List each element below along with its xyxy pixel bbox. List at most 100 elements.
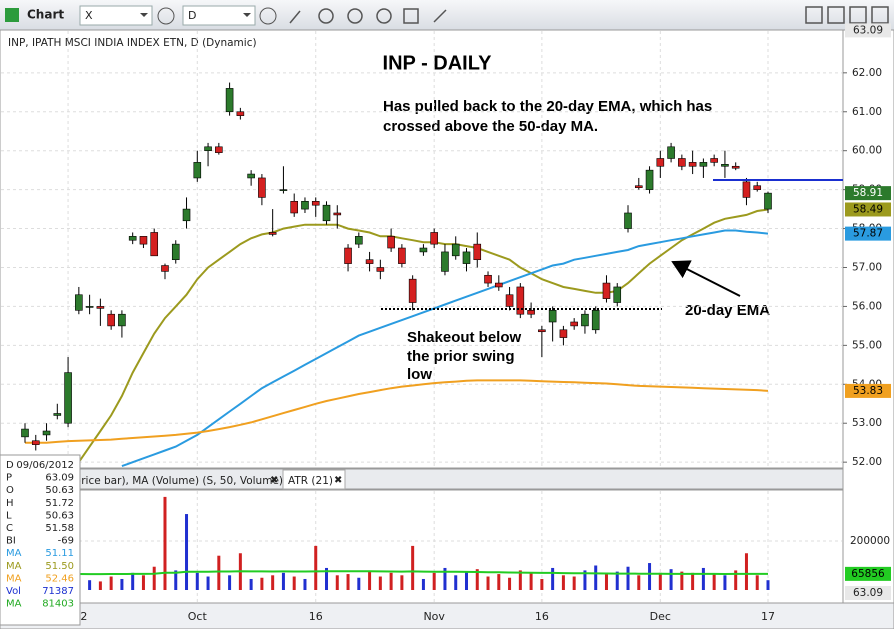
candle-body xyxy=(516,286,525,315)
candle-body xyxy=(699,162,708,167)
moving-average xyxy=(121,229,769,468)
candle-body xyxy=(365,259,374,264)
candle-body xyxy=(344,247,352,264)
y-tick-label: 61.00 xyxy=(852,106,882,118)
tab-close[interactable]: ✖ xyxy=(334,475,342,486)
date-label: 16 xyxy=(309,610,323,623)
time-button[interactable] xyxy=(259,7,277,25)
symbol-text: X xyxy=(85,9,93,22)
candle-body xyxy=(559,329,568,338)
candle-body xyxy=(591,310,600,331)
volume-bar xyxy=(217,555,221,590)
candle-body xyxy=(656,158,665,167)
draw-tool[interactable] xyxy=(289,10,301,24)
value-tag-label: 57.87 xyxy=(853,228,883,240)
volume-bar xyxy=(497,574,501,590)
volume-bar xyxy=(594,565,598,590)
dropdown-arrow[interactable] xyxy=(243,13,251,17)
candle-body xyxy=(408,278,417,303)
volume-pane xyxy=(0,489,844,604)
shakeout-line: low xyxy=(407,366,432,383)
note-tool[interactable] xyxy=(403,8,419,24)
value-tag xyxy=(845,566,891,581)
volume-bar xyxy=(518,570,522,590)
volume-bar xyxy=(421,578,425,590)
volume-bar xyxy=(464,571,468,590)
atr-tab[interactable] xyxy=(282,469,346,490)
period-input[interactable] xyxy=(182,5,256,26)
volume-bar xyxy=(723,575,727,590)
candle-body xyxy=(139,236,148,245)
data-window-value: 81403 xyxy=(42,599,74,610)
candle-body xyxy=(645,169,654,190)
candle-body xyxy=(118,313,126,327)
close-button[interactable] xyxy=(871,6,889,24)
indicator-tool[interactable] xyxy=(318,8,334,24)
value-tag xyxy=(845,383,891,398)
volume-bar xyxy=(648,563,652,590)
volume-bar xyxy=(368,571,372,590)
volume-bar xyxy=(325,567,329,590)
symbol-input[interactable] xyxy=(79,5,153,26)
volume-bar xyxy=(271,575,275,590)
volume-bar xyxy=(281,572,285,590)
candle-body xyxy=(258,177,266,198)
volume-bar xyxy=(454,575,458,590)
y-tick-label: 62.00 xyxy=(852,67,882,79)
y-tick-label: 52.00 xyxy=(852,456,882,468)
candle-body xyxy=(548,310,557,323)
shakeout-line: the prior swing xyxy=(407,348,515,365)
volume-bar xyxy=(400,575,404,590)
candle-body xyxy=(161,265,169,272)
volume-bar xyxy=(249,578,253,590)
candle-body xyxy=(473,243,482,261)
volume-bar xyxy=(680,571,684,590)
volume-bar xyxy=(669,569,673,590)
data-window-value: 51.50 xyxy=(45,561,74,572)
value-tag xyxy=(845,186,891,201)
candle-body xyxy=(538,329,546,333)
volume-bar xyxy=(185,514,189,590)
data-window-value: 51.58 xyxy=(45,523,74,534)
volume-bar xyxy=(572,576,576,590)
value-tag xyxy=(845,226,891,241)
volume-bar xyxy=(131,572,135,590)
chart-title: INP - DAILY xyxy=(383,52,493,74)
candle-body xyxy=(64,372,72,424)
volume-bar xyxy=(174,570,178,590)
candle-body xyxy=(182,208,191,222)
volume-bar xyxy=(744,553,748,590)
data-window-key: MA xyxy=(6,548,22,559)
minimize-button[interactable] xyxy=(805,6,823,24)
volume-bar xyxy=(755,575,759,590)
value-tag-label: 58.49 xyxy=(853,203,883,215)
volume-bar xyxy=(303,578,307,590)
candle-body xyxy=(301,201,309,210)
candle-body xyxy=(505,294,514,307)
settings-button[interactable] xyxy=(157,7,175,25)
volume-bar xyxy=(475,569,479,590)
volume-bar xyxy=(88,580,92,590)
candle-body xyxy=(376,267,385,272)
volume-bar xyxy=(691,572,695,590)
restore-button[interactable] xyxy=(827,6,845,24)
candle-body xyxy=(322,204,331,222)
maximize-button[interactable] xyxy=(849,6,867,24)
date-label: Oct xyxy=(188,610,208,623)
play-tool[interactable] xyxy=(347,8,363,24)
dropdown-arrow[interactable] xyxy=(140,13,148,17)
candle-body xyxy=(688,162,697,167)
candle-body xyxy=(128,236,137,241)
edit-tool[interactable] xyxy=(433,9,447,23)
data-window-key: O xyxy=(6,485,14,496)
y-tick-label: 56.00 xyxy=(852,300,882,312)
price-axis xyxy=(842,29,894,604)
tab-close[interactable]: ✖ xyxy=(270,475,278,486)
data-window-key: H xyxy=(6,498,14,509)
data-window-key: L xyxy=(6,510,12,521)
alert-tool[interactable] xyxy=(376,8,392,24)
volume-ma xyxy=(25,570,768,576)
candle-body xyxy=(462,251,471,264)
candle-body xyxy=(721,164,729,167)
